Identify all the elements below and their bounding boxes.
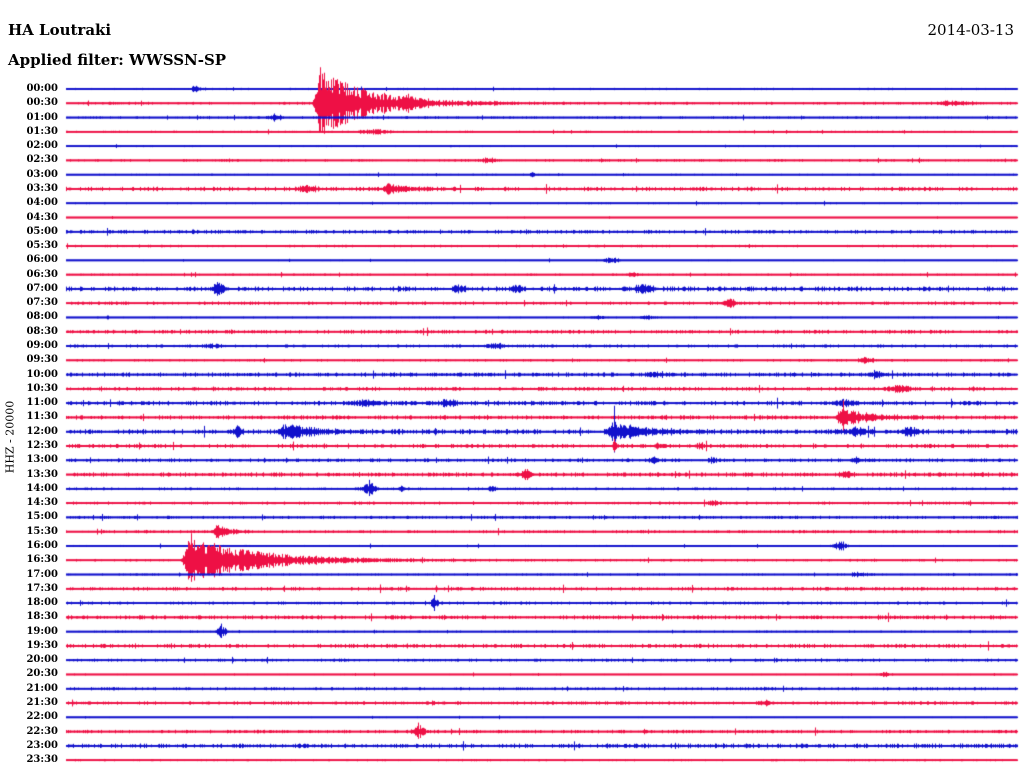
row-time-label: 12:30 [26, 440, 58, 451]
row-time-label: 18:00 [26, 597, 58, 609]
row-time-label: 04:00 [26, 197, 58, 209]
row-time-label: 05:30 [26, 240, 58, 252]
row-time-label: 17:30 [26, 582, 58, 594]
date-label: 2014-03-13 [927, 21, 1014, 39]
row-time-label: 21:00 [26, 682, 58, 694]
row-time-label: 16:30 [26, 554, 58, 566]
row-time-label: 13:00 [26, 454, 58, 466]
row-time-label: 23:30 [26, 754, 58, 766]
row-time-label: 06:00 [26, 254, 58, 266]
row-time-label: 23:00 [26, 739, 58, 751]
row-time-label: 09:30 [26, 354, 58, 366]
row-time-label: 16:00 [26, 539, 58, 551]
row-time-label: 01:00 [26, 111, 58, 123]
row-time-label: 10:30 [26, 382, 58, 394]
row-time-label: 14:30 [26, 497, 58, 509]
row-time-label: 22:30 [26, 725, 58, 737]
row-time-label: 12:00 [26, 425, 58, 437]
row-time-label: 06:30 [26, 268, 58, 280]
row-time-label: 03:30 [26, 182, 58, 194]
row-time-label: 04:30 [26, 211, 58, 223]
row-time-label: 00:00 [26, 83, 58, 94]
row-time-label: 01:30 [26, 125, 58, 137]
row-time-label: 17:00 [26, 568, 58, 580]
row-time-label: 08:00 [26, 311, 58, 323]
row-time-label: 02:30 [26, 154, 58, 166]
station-title: HA Loutraki [8, 21, 112, 39]
row-time-label: 19:00 [26, 625, 58, 637]
row-time-label: 20:30 [26, 668, 58, 680]
row-time-label: 08:30 [26, 325, 58, 337]
row-time-label: 21:30 [26, 697, 58, 709]
row-time-label: 00:30 [26, 97, 58, 109]
row-time-label: 20:00 [26, 654, 58, 666]
row-time-label: 15:30 [26, 525, 58, 537]
row-time-label: 05:00 [26, 225, 58, 237]
row-time-label: 09:00 [26, 340, 58, 352]
row-time-label: 18:30 [26, 611, 58, 623]
row-time-label: 07:30 [26, 297, 58, 309]
row-time-label: 10:00 [26, 368, 58, 380]
row-time-label: 19:30 [26, 639, 58, 651]
row-time-label: 14:00 [26, 482, 58, 494]
row-time-label: 02:00 [26, 140, 58, 152]
filter-label: Applied filter: WWSSN-SP [8, 51, 227, 69]
row-time-label: 03:00 [26, 168, 58, 180]
row-time-label: 22:00 [26, 711, 58, 723]
row-time-label: 11:30 [26, 411, 58, 423]
row-time-label: 15:00 [26, 511, 58, 523]
row-time-label: 13:30 [26, 468, 58, 480]
row-time-label: 07:00 [26, 282, 58, 294]
row-time-label: 11:00 [26, 397, 58, 409]
